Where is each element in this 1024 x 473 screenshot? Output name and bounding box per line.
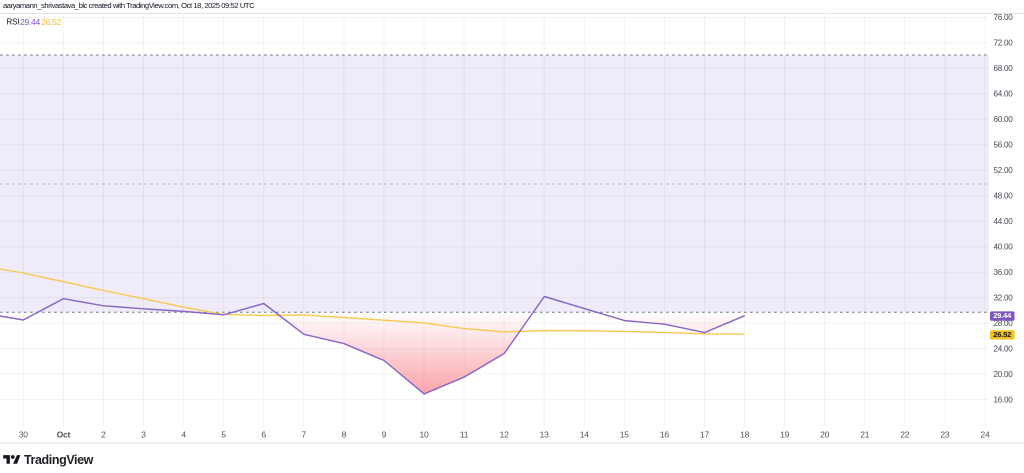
svg-text:68.00: 68.00 [994,64,1014,73]
svg-text:13: 13 [540,430,550,440]
svg-text:24.00: 24.00 [994,344,1014,353]
svg-text:60.00: 60.00 [994,115,1014,124]
svg-text:29.44: 29.44 [993,311,1012,320]
svg-text:72.00: 72.00 [994,39,1014,48]
svg-text:4: 4 [181,430,186,440]
svg-text:76.00: 76.00 [994,13,1014,22]
svg-text:14: 14 [580,430,590,440]
svg-text:10: 10 [419,430,429,440]
svg-text:9: 9 [382,430,387,440]
svg-text:6: 6 [261,430,266,440]
svg-text:Oct: Oct [57,430,71,440]
svg-text:TradingView: TradingView [24,453,94,467]
svg-text:20: 20 [820,430,830,440]
svg-text:56.00: 56.00 [994,141,1014,150]
svg-text:7: 7 [302,430,307,440]
svg-text:26.52: 26.52 [41,17,62,27]
svg-text:24: 24 [980,430,990,440]
svg-text:RSI: RSI [7,18,20,27]
svg-text:22: 22 [900,430,910,440]
svg-text:28.00: 28.00 [994,319,1014,328]
svg-text:8: 8 [342,430,347,440]
svg-text:11: 11 [460,430,469,440]
svg-text:2: 2 [101,430,106,440]
svg-text:15: 15 [620,430,630,440]
svg-text:12: 12 [500,430,510,440]
svg-text:48.00: 48.00 [994,192,1014,201]
svg-text:36.00: 36.00 [994,268,1014,277]
svg-text:aaryamann_shrivastava_blc crea: aaryamann_shrivastava_blc created with T… [3,1,255,10]
svg-text:21: 21 [860,430,870,440]
svg-text:32.00: 32.00 [994,294,1014,303]
svg-text:16: 16 [660,430,670,440]
svg-text:29.44: 29.44 [20,17,41,27]
svg-text:20.00: 20.00 [994,370,1014,379]
svg-text:26.52: 26.52 [993,330,1011,339]
svg-text:3: 3 [141,430,146,440]
svg-text:19: 19 [780,430,790,440]
svg-text:23: 23 [940,430,950,440]
svg-text:17: 17 [700,430,710,440]
svg-text:18: 18 [740,430,750,440]
svg-text:64.00: 64.00 [994,90,1014,99]
svg-text:52.00: 52.00 [994,166,1014,175]
svg-text:5: 5 [221,430,226,440]
svg-text:16.00: 16.00 [994,395,1014,404]
svg-text:40.00: 40.00 [994,243,1014,252]
svg-text:30: 30 [19,430,29,440]
svg-text:44.00: 44.00 [994,217,1014,226]
